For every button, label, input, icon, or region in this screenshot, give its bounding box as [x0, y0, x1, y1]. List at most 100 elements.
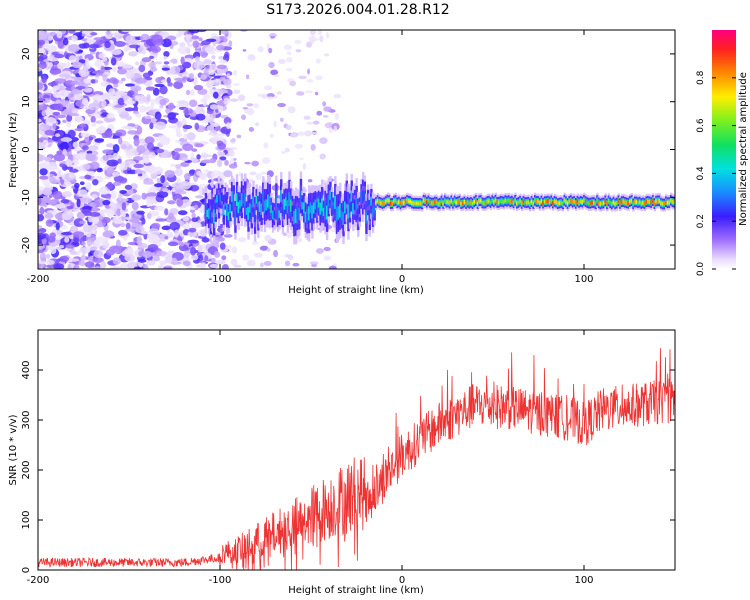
- snr-frame: [37, 329, 676, 571]
- spectrogram-band-cell: [633, 200, 637, 204]
- spectrogram-cell: [261, 157, 271, 165]
- spectrogram-band-cell: [610, 201, 614, 206]
- spectrogram-cell: [83, 64, 91, 70]
- spectrogram-cell: [119, 189, 127, 194]
- spectrogram-cell: [167, 231, 174, 238]
- spectrogram-cell: [124, 83, 135, 87]
- spectrogram-cell: [112, 215, 122, 224]
- spectrogram-band-cell: [416, 201, 419, 206]
- spectrogram-cell: [128, 44, 141, 49]
- spectrogram-cell: [48, 176, 56, 183]
- spectrogram-cell: [66, 166, 74, 170]
- spectrogram-cell: [133, 163, 144, 169]
- spectrogram-cell: [260, 171, 267, 175]
- spectrogram-cell: [130, 210, 138, 214]
- spectrogram-cell: [97, 198, 104, 202]
- spectrogram-cell: [68, 104, 74, 111]
- spectrogram-cell: [171, 58, 178, 64]
- spectrogram-cell: [47, 200, 57, 205]
- spectrogram-cell: [64, 236, 70, 243]
- spectrogram-cell: [160, 175, 166, 184]
- spectrogram-cell: [100, 216, 111, 224]
- spectrogram-band-cell: [547, 199, 550, 204]
- spectrogram-band-cell: [478, 198, 481, 203]
- spectrogram-cell: [210, 257, 216, 263]
- spectrogram-band-cell: [517, 200, 520, 205]
- spectrogram-cell: [306, 121, 314, 125]
- spectrogram-band-cell: [280, 190, 283, 203]
- spectrogram-band-cell: [258, 201, 262, 212]
- spectrogram-cell: [38, 30, 48, 40]
- spectrogram-band-cell: [635, 200, 638, 204]
- spectrogram-band-cell: [520, 201, 524, 206]
- spectrogram-cell: [323, 246, 331, 252]
- spectrogram-band-cell: [386, 198, 389, 203]
- spectrogram-cell: [122, 94, 128, 102]
- spectrogram-cell: [171, 151, 180, 161]
- spectrogram-cell: [273, 120, 277, 128]
- spectrogram-cell: [177, 46, 190, 55]
- spectrogram-cell: [219, 30, 229, 35]
- spectrogram-x-label: Height of straight line (km): [288, 285, 424, 296]
- spectrogram-cell: [119, 263, 127, 269]
- spectrogram-cell: [106, 113, 115, 119]
- spectrogram-band-cell: [424, 198, 427, 203]
- spectrogram-cell: [217, 159, 223, 167]
- spectrogram-cell: [190, 246, 197, 256]
- spectrogram-cell: [90, 116, 96, 124]
- spectrogram-cell: [112, 143, 120, 153]
- spectrogram-cell: [247, 54, 256, 61]
- spectrogram-cell: [41, 177, 52, 187]
- spectrogram-band-cell: [561, 201, 565, 206]
- spectrogram-band-cell: [230, 191, 234, 202]
- spectrogram-cell: [71, 107, 79, 115]
- spectrogram-band-cell: [525, 200, 529, 205]
- spectrogram-cell: [135, 61, 140, 66]
- spectrogram-band-cell: [240, 193, 244, 207]
- spectrogram-cell: [316, 110, 323, 116]
- spectrogram-cell: [290, 133, 298, 138]
- snr-y-tick-label: 400: [21, 360, 32, 379]
- spectrogram-cell: [182, 61, 192, 69]
- spectrogram-cell: [128, 39, 141, 44]
- spectrogram-cell: [182, 216, 190, 222]
- spectrogram-cell: [117, 66, 123, 70]
- spectrogram-cell: [65, 244, 75, 249]
- spectrogram-band-cell: [260, 203, 263, 215]
- spectrogram-cell: [130, 183, 138, 190]
- spectrogram-band-cell: [551, 201, 555, 205]
- spectrogram-cell: [41, 75, 47, 84]
- spectrogram-band-cell: [630, 198, 634, 203]
- spectrogram-cell: [39, 196, 51, 203]
- spectrogram-cell: [149, 122, 154, 130]
- spectrogram-cell: [186, 132, 196, 141]
- spectrogram-cell: [109, 96, 116, 101]
- spectrogram-band-cell: [597, 200, 601, 205]
- spectrogram-cell: [52, 190, 63, 200]
- spectrogram-cell: [224, 159, 229, 166]
- spectrogram-cell: [248, 127, 255, 132]
- spectrogram-band-cell: [248, 203, 252, 213]
- spectrogram-band-cell: [216, 195, 219, 203]
- spectrogram-cell: [150, 45, 161, 54]
- spectrogram-cell: [54, 203, 66, 209]
- spectrogram-cell: [170, 66, 175, 75]
- snr-y-tick-label: 200: [21, 460, 32, 479]
- spectrogram-cell: [206, 109, 214, 115]
- spectrogram-band-cell: [273, 210, 276, 219]
- spectrogram-cell: [133, 266, 142, 269]
- spectrogram-cell: [184, 173, 191, 181]
- spectrogram-cell: [108, 88, 116, 97]
- spectrogram-band-cell: [455, 200, 458, 205]
- spectrogram-band-cell: [337, 206, 340, 220]
- spectrogram-cell: [74, 128, 84, 132]
- spectrogram-cell: [67, 264, 72, 269]
- spectrogram-cell: [105, 205, 110, 209]
- spectrogram-cell: [323, 53, 330, 57]
- spectrogram-cell: [67, 43, 80, 53]
- spectrogram-cell: [175, 163, 182, 170]
- spectrogram-band-cell: [466, 200, 470, 205]
- spectrogram-cell: [38, 249, 44, 254]
- spectrogram-cell: [72, 61, 83, 69]
- spectrogram-band-cell: [586, 200, 589, 205]
